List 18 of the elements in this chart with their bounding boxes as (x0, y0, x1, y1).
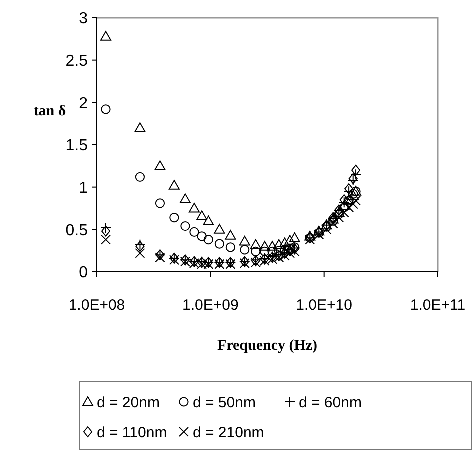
x-tick-label: 1.0E+11 (410, 297, 466, 314)
x-axis-title: Frequency (Hz) (217, 338, 318, 354)
legend-label: d = 110nm (97, 424, 168, 442)
y-tick-label: 1 (79, 180, 88, 197)
y-tick-label: 2.5 (66, 52, 88, 70)
y-tick-label: 3 (79, 10, 88, 28)
legend-label: d = 210nm (193, 424, 264, 442)
legend-label: d = 50nm (193, 394, 256, 412)
legend-label: d = 20nm (97, 394, 160, 412)
x-tick-label: 1.0E+08 (68, 297, 126, 314)
x-tick-label: 1.0E+09 (182, 297, 239, 314)
y-axis-title: tan δ (34, 103, 66, 120)
y-tick-label: 1.5 (66, 138, 88, 155)
legend-label: d = 60nm (299, 394, 362, 412)
x-tick-label: 1.0E+10 (296, 297, 352, 314)
y-tick-label: 2 (79, 95, 88, 112)
y-tick-label: 0 (79, 264, 88, 282)
y-tick-label: 0.5 (66, 222, 88, 240)
